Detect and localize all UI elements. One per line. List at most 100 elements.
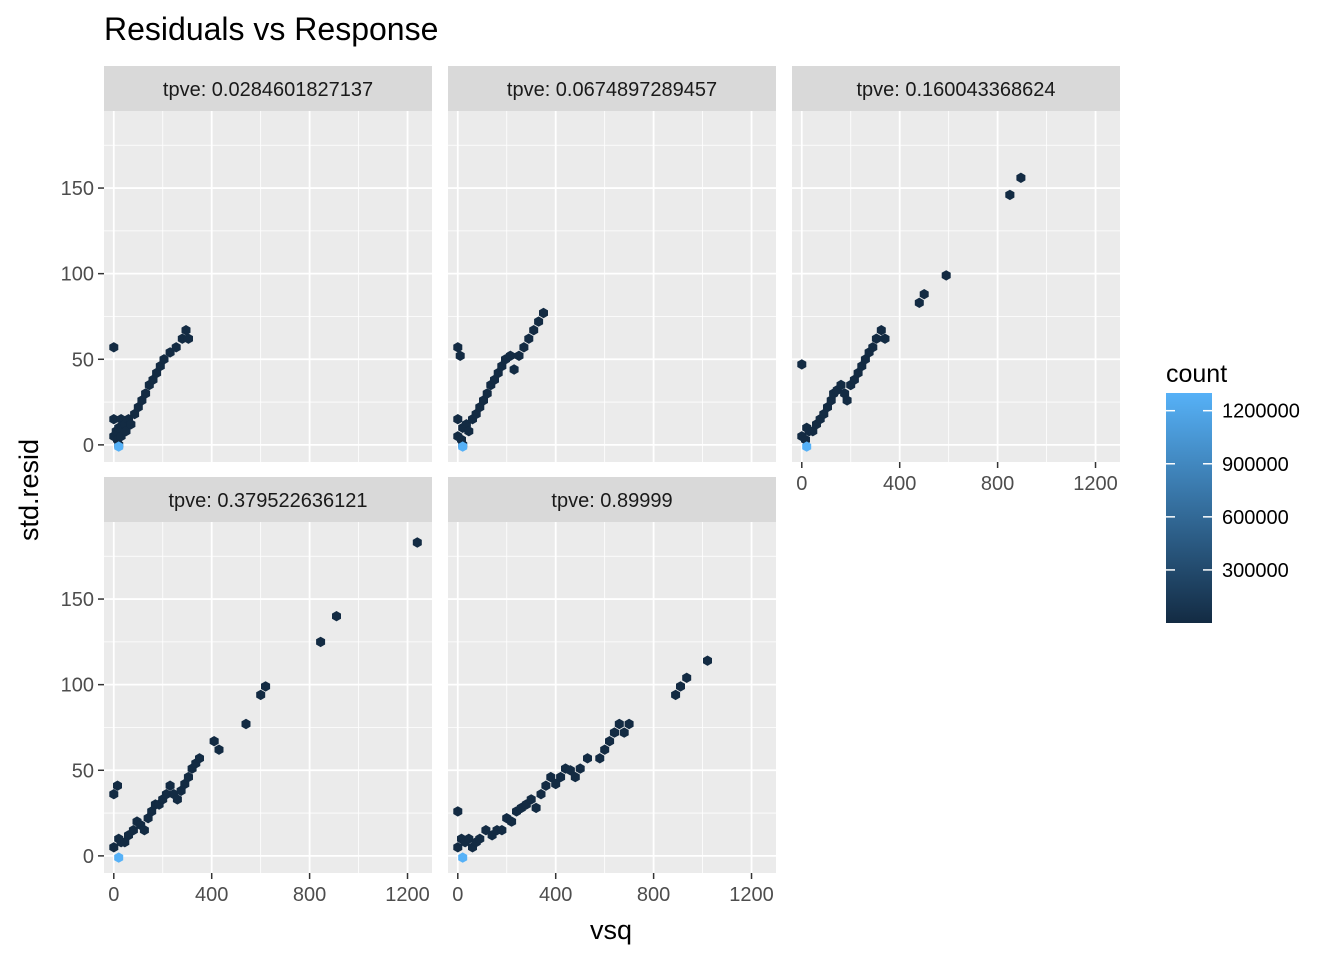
hex-bin <box>682 672 692 683</box>
x-tick-label: 1200 <box>385 884 430 906</box>
chart-title: Residuals vs Response <box>104 11 438 47</box>
hex-bin <box>165 780 175 791</box>
hex-bin <box>214 744 224 755</box>
hex-bin <box>412 537 422 548</box>
hex-bin <box>464 833 474 844</box>
x-tick-label: 400 <box>539 884 572 906</box>
y-tick-label: 50 <box>72 760 94 782</box>
hex-bin <box>171 342 181 353</box>
hex-bin <box>676 681 685 692</box>
hex-bin <box>455 350 465 361</box>
hex-bin <box>609 727 619 738</box>
x-tick-label: 0 <box>796 473 807 495</box>
facet-label: tpve: 0.0284601827137 <box>163 79 373 101</box>
hex-bin <box>570 771 580 783</box>
legend-colorbar <box>1166 393 1212 623</box>
hex-bin <box>797 359 807 370</box>
hex-bin <box>139 825 149 836</box>
facet-label: tpve: 0.160043368624 <box>856 79 1055 101</box>
hex-bin <box>161 789 171 800</box>
facet-strip <box>792 66 1120 111</box>
hex-bin <box>121 426 131 437</box>
hex-bin <box>453 414 463 425</box>
x-axis-label: vsq <box>590 915 632 945</box>
facet-panel: tpve: 0.160043368624 0 400 800 1200 <box>792 66 1120 495</box>
facet-strip <box>104 477 432 522</box>
hex-bin <box>316 636 326 648</box>
hex-bin <box>539 307 548 319</box>
hex-bin <box>595 753 605 764</box>
hex-bin <box>509 364 519 375</box>
facet-panels: tpve: 0.0284601827137 0 50 100 150 tpve: 0.06… <box>61 66 1120 906</box>
hex-bin <box>109 342 119 353</box>
hex-bin <box>876 325 886 336</box>
hex-bin <box>128 825 138 836</box>
facet-label: tpve: 0.89999 <box>551 490 672 512</box>
hex-bin <box>671 689 681 701</box>
hex-bin <box>703 655 712 666</box>
panel-background <box>448 522 776 873</box>
hex-bin <box>519 342 529 353</box>
hex-bin <box>141 388 151 399</box>
hex-bin <box>453 342 463 353</box>
hex-bin <box>524 333 534 344</box>
hex-bin <box>507 816 517 827</box>
x-tick-label: 400 <box>883 473 916 495</box>
hex-bin <box>565 765 575 776</box>
hex-bin <box>619 727 629 738</box>
facet-panel: tpve: 0.379522636121 0 50 100 150 0 400 800 1200 <box>61 477 432 906</box>
legend-tick-label: 600000 <box>1222 507 1289 529</box>
hex-bin <box>868 342 878 353</box>
x-tick-label: 800 <box>637 884 670 906</box>
panel-background <box>792 111 1120 462</box>
hex-bin <box>914 297 924 308</box>
hex-bin <box>534 316 544 327</box>
hex-bin <box>505 350 515 361</box>
x-tick-label: 800 <box>293 884 326 906</box>
hex-bin <box>583 753 592 764</box>
hex-bin <box>941 270 951 281</box>
hex-bin <box>453 842 463 853</box>
hex-bin <box>531 802 541 814</box>
hex-bin <box>183 333 193 344</box>
hex-bin <box>529 325 539 336</box>
hex-bin <box>836 379 846 391</box>
hex-bin <box>546 771 556 783</box>
hex-bin <box>842 395 852 406</box>
hex-bin <box>113 780 122 791</box>
facet-strip <box>104 66 432 111</box>
facet-strip <box>448 477 776 522</box>
panel-background <box>104 111 432 462</box>
y-tick-label: 100 <box>61 264 94 286</box>
hex-bin <box>514 350 524 361</box>
legend-tick-label: 300000 <box>1222 560 1289 582</box>
facet-panel: tpve: 0.0674897289457 <box>448 66 776 462</box>
panel-background <box>104 522 432 873</box>
x-tick-label: 0 <box>452 884 463 906</box>
y-tick-label: 0 <box>83 846 94 868</box>
facet-panel: tpve: 0.89999 0 400 800 1200 <box>448 477 776 906</box>
color-legend: count 300000 600000 900000 1200000 <box>1166 360 1300 623</box>
y-tick-label: 50 <box>72 349 94 371</box>
hex-bin <box>482 388 492 399</box>
hex-bin <box>332 611 341 622</box>
hex-bin <box>475 833 485 844</box>
x-tick-label: 1200 <box>1073 473 1118 495</box>
x-tick-label: 800 <box>981 473 1014 495</box>
hex-bin <box>526 794 536 805</box>
y-tick-label: 150 <box>61 178 94 200</box>
hex-bin <box>919 289 929 300</box>
legend-title: count <box>1166 360 1227 388</box>
hex-bin <box>159 354 169 365</box>
hex-bin <box>126 419 136 430</box>
hex-bin <box>551 778 561 790</box>
hex-bin <box>261 681 271 692</box>
hex-bin <box>605 736 615 747</box>
facet-strip <box>448 66 776 111</box>
facet-panel: tpve: 0.0284601827137 0 50 100 150 <box>61 66 432 462</box>
legend-tick-label: 1200000 <box>1222 401 1300 423</box>
hex-bin <box>575 763 585 774</box>
hex-bin <box>871 333 881 344</box>
y-axis-label: std.resid <box>14 439 44 541</box>
x-tick-label: 1200 <box>729 884 774 906</box>
